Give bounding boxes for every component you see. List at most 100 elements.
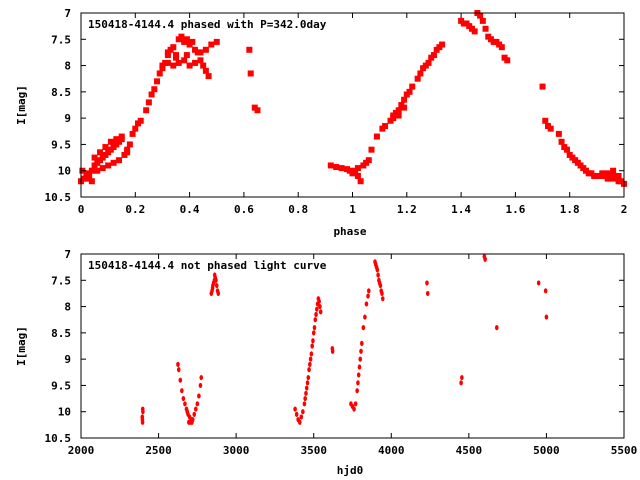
phased-data-point bbox=[83, 175, 90, 182]
phased-x-tick-label: 1.4 bbox=[451, 203, 471, 216]
phased-data-point bbox=[368, 146, 375, 153]
phased-data-point bbox=[401, 104, 408, 111]
unphased-y-tick-label: 9.5 bbox=[51, 379, 71, 392]
unphased-data-point bbox=[306, 374, 311, 381]
phased-data-point bbox=[558, 138, 565, 145]
phased-data-point bbox=[107, 138, 114, 145]
phased-panel: 0 0.2 0.4 0.6 0.8 1 1.2 1.4 1.6 1.8 2 7 7.5 8 8.5 9 9.5… bbox=[15, 7, 627, 238]
unphased-data-point bbox=[309, 351, 314, 357]
phased-data-point bbox=[254, 107, 261, 114]
phased-data-point bbox=[327, 162, 334, 169]
phased-data-point bbox=[124, 149, 131, 156]
phased-data-point bbox=[208, 41, 215, 48]
unphased-data-point bbox=[379, 288, 384, 294]
unphased-data-point bbox=[293, 406, 297, 412]
phased-x-tick-label: 0.2 bbox=[125, 203, 145, 216]
phased-data-point bbox=[338, 165, 345, 172]
unphased-x-ticks: 2000 2500 3000 3500 4000 4500 5000 5500 bbox=[68, 254, 638, 457]
unphased-data-point bbox=[183, 401, 187, 407]
unphased-x-axis-label: hjd0 bbox=[337, 464, 364, 477]
unphased-data-point bbox=[356, 380, 360, 386]
phased-data-point bbox=[333, 164, 340, 171]
unphased-data-point bbox=[212, 272, 217, 278]
unphased-data-point bbox=[192, 411, 197, 417]
phased-data-point bbox=[395, 107, 402, 114]
phased-y-tick-label: 9 bbox=[64, 112, 71, 125]
unphased-y-axis-label: I[mag] bbox=[15, 326, 28, 366]
phased-data-point bbox=[202, 46, 209, 53]
unphased-x-tick-label: 5500 bbox=[611, 444, 638, 457]
unphased-data-point bbox=[140, 419, 145, 425]
phased-data-point bbox=[88, 178, 95, 185]
phased-data-point bbox=[202, 67, 209, 74]
unphased-data-point bbox=[214, 277, 218, 283]
phased-y-axis-label: I[mag] bbox=[15, 85, 28, 125]
unphased-data-point bbox=[199, 374, 204, 381]
phased-data-point bbox=[563, 146, 570, 153]
unphased-data-point bbox=[299, 414, 304, 420]
phased-x-tick-label: 1 bbox=[349, 203, 356, 216]
unphased-data-point bbox=[425, 280, 429, 286]
unphased-data-point bbox=[425, 290, 430, 297]
unphased-data-point bbox=[197, 393, 201, 399]
phased-x-axis-label: phase bbox=[333, 225, 366, 238]
phased-data-point bbox=[200, 62, 207, 69]
phased-data-point bbox=[170, 44, 177, 51]
phased-data-point bbox=[113, 136, 120, 143]
unphased-y-tick-label: 7 bbox=[64, 248, 71, 261]
unphased-data-point bbox=[308, 356, 313, 362]
phased-data-point bbox=[365, 157, 372, 164]
unphased-data-point bbox=[536, 280, 541, 286]
phased-data-points bbox=[78, 10, 627, 187]
unphased-data-point bbox=[180, 388, 184, 394]
phased-data-point bbox=[439, 41, 446, 48]
phased-data-point bbox=[409, 83, 416, 90]
unphased-data-point bbox=[314, 311, 318, 318]
phased-plot-title: 150418-4144.4 phased with P=342.0day bbox=[88, 18, 327, 31]
phased-data-point bbox=[539, 83, 546, 90]
phased-x-ticks: 0 0.2 0.4 0.6 0.8 1 1.2 1.4 1.6 1.8 2 bbox=[78, 13, 628, 216]
unphased-x-tick-label: 2500 bbox=[145, 444, 172, 457]
phased-data-point bbox=[373, 133, 380, 140]
phased-data-point bbox=[482, 25, 489, 32]
phased-y-tick-label: 7.5 bbox=[51, 33, 71, 46]
phased-data-point bbox=[414, 75, 421, 82]
phased-x-tick-label: 1.2 bbox=[397, 203, 417, 216]
phased-data-point bbox=[471, 28, 478, 35]
phased-x-tick-label: 1.8 bbox=[560, 203, 580, 216]
phased-data-point bbox=[94, 167, 101, 174]
unphased-data-point bbox=[355, 388, 359, 394]
unphased-data-point bbox=[483, 256, 487, 262]
phased-data-point bbox=[610, 167, 617, 174]
phased-data-point bbox=[213, 38, 220, 45]
phased-data-point bbox=[197, 57, 204, 64]
unphased-data-point bbox=[176, 361, 180, 367]
unphased-data-point bbox=[198, 382, 203, 389]
unphased-data-point bbox=[313, 317, 318, 323]
unphased-plot-frame bbox=[80, 253, 625, 439]
unphased-panel: 2000 2500 3000 3500 4000 4500 5000 5500 7 7.5 8 8.… bbox=[15, 248, 637, 477]
unphased-data-point bbox=[302, 401, 307, 407]
phased-data-point bbox=[156, 70, 163, 77]
unphased-data-point bbox=[312, 325, 317, 331]
phased-x-tick-label: 0.8 bbox=[288, 203, 308, 216]
phased-data-point bbox=[192, 59, 199, 66]
phased-x-tick-label: 0.4 bbox=[180, 203, 200, 216]
phased-data-point bbox=[425, 59, 432, 66]
unphased-x-tick-label: 4500 bbox=[456, 444, 483, 457]
phased-data-point bbox=[154, 78, 161, 85]
phased-y-tick-label: 10 bbox=[58, 165, 71, 178]
phased-data-point bbox=[178, 33, 185, 40]
phased-x-tick-label: 2 bbox=[621, 203, 628, 216]
phased-data-point bbox=[247, 70, 254, 77]
unphased-data-point bbox=[294, 411, 299, 417]
unphased-data-point bbox=[185, 409, 190, 415]
unphased-data-point bbox=[304, 390, 308, 396]
phased-data-point bbox=[170, 62, 177, 69]
unphased-data-point bbox=[330, 348, 335, 354]
unphased-data-point bbox=[364, 301, 369, 307]
phased-data-point bbox=[164, 49, 171, 56]
unphased-data-point bbox=[378, 282, 383, 289]
unphased-data-point bbox=[178, 377, 183, 383]
